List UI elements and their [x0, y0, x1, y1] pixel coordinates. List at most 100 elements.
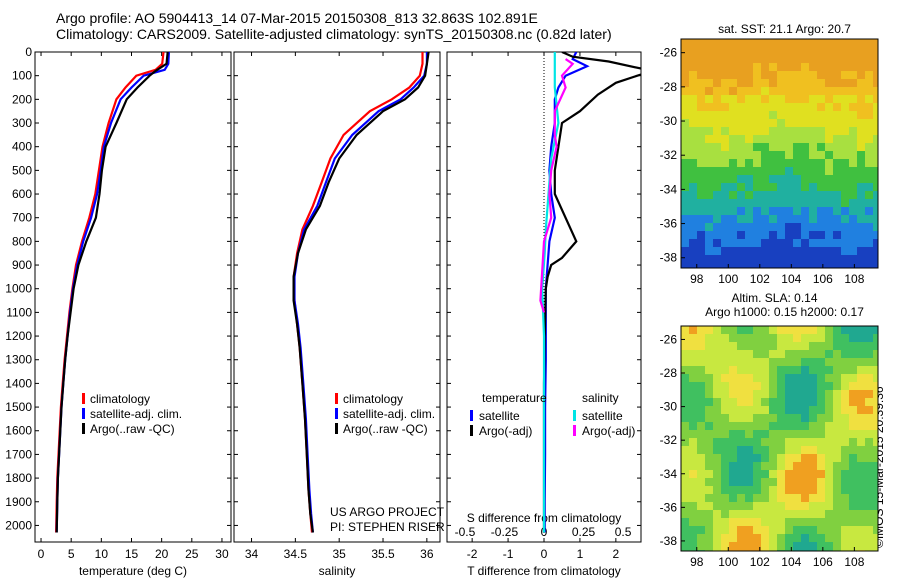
map-cell: [865, 526, 874, 535]
map-cell: [705, 526, 714, 535]
map-cell: [825, 398, 834, 407]
map-cell: [793, 382, 802, 391]
map-cell: [777, 47, 786, 56]
map-cell: [833, 406, 842, 415]
map-cell: [713, 454, 722, 463]
map-cell: [809, 183, 818, 192]
map-cell: [729, 462, 738, 471]
map-cell: [737, 167, 746, 176]
map-cell: [817, 350, 826, 359]
map-cell: [697, 398, 706, 407]
map-cell: [793, 159, 802, 168]
map-cell: [745, 63, 754, 72]
map-cell: [689, 39, 698, 48]
map-cell: [841, 183, 850, 192]
map-cell: [825, 79, 834, 88]
map-cell: [809, 223, 818, 232]
map-cell: [753, 47, 762, 56]
map-cell: [817, 255, 826, 264]
map-cell: [689, 518, 698, 527]
map-cell: [865, 486, 874, 495]
map-cell: [857, 191, 866, 200]
map-cell: [809, 526, 818, 535]
map-cell: [817, 207, 826, 216]
map-cell: [849, 502, 858, 511]
map-cell: [841, 334, 850, 343]
map-cell: [761, 406, 770, 415]
map-cell: [873, 71, 878, 80]
map-cell: [761, 502, 770, 511]
legend-swatch: [573, 425, 576, 436]
map-cell: [705, 454, 714, 463]
map-cell: [689, 47, 698, 56]
map-cell: [841, 486, 850, 495]
map-cell: [841, 71, 850, 80]
map-cell: [873, 430, 878, 439]
map-cell: [865, 510, 874, 519]
map-cell: [865, 207, 874, 216]
map-cell: [801, 263, 810, 268]
map-cell: [777, 342, 786, 351]
map-cell: [761, 342, 770, 351]
map-cell: [745, 167, 754, 176]
x-tick-label: 2: [613, 547, 620, 561]
map-cell: [697, 199, 706, 208]
legend-swatch: [573, 410, 576, 421]
map-cell: [785, 382, 794, 391]
map-cell: [833, 71, 842, 80]
map-cell: [793, 111, 802, 120]
map-cell: [681, 398, 690, 407]
map-cell: [785, 87, 794, 96]
map-cell: [681, 518, 690, 527]
map-cell: [753, 542, 762, 551]
map-cell: [705, 446, 714, 455]
map-cell: [753, 350, 762, 359]
map-cell: [809, 414, 818, 423]
map-cell: [801, 175, 810, 184]
map-cell: [769, 430, 778, 439]
map-cell: [705, 191, 714, 200]
map-cell: [689, 350, 698, 359]
map-cell: [681, 167, 690, 176]
map-cell: [697, 159, 706, 168]
map-cell: [761, 374, 770, 383]
map-cell: [745, 111, 754, 120]
map-cell: [729, 247, 738, 256]
map-y-tick-label: -38: [660, 534, 678, 548]
map-cell: [689, 478, 698, 487]
map-cell: [809, 263, 818, 268]
map-cell: [777, 502, 786, 511]
map-cell: [817, 175, 826, 184]
map-cell: [841, 175, 850, 184]
map-cell: [721, 414, 730, 423]
map-cell: [865, 366, 874, 375]
map-cell: [873, 55, 878, 64]
map-cell: [849, 526, 858, 535]
map-cell: [721, 215, 730, 224]
map-cell: [689, 494, 698, 503]
map-cell: [713, 127, 722, 136]
map-cell: [873, 350, 878, 359]
map-cell: [681, 135, 690, 144]
map-cell: [785, 183, 794, 192]
map-cell: [817, 462, 826, 471]
map-cell: [865, 103, 874, 112]
map-cell: [817, 510, 826, 519]
legend-header-temperature: temperature: [482, 391, 547, 405]
map-cell: [745, 215, 754, 224]
map-cell: [873, 366, 878, 375]
legend-swatch: [335, 393, 338, 404]
map-cell: [873, 127, 878, 136]
map-cell: [793, 486, 802, 495]
map-cell: [729, 510, 738, 519]
map-cell: [753, 366, 762, 375]
map-frame: [680, 38, 879, 269]
map-cell: [753, 71, 762, 80]
map-cell: [705, 518, 714, 527]
map-cell: [857, 207, 866, 216]
map-cell: [729, 223, 738, 232]
map-cell: [753, 263, 762, 268]
map-cell: [729, 71, 738, 80]
map-cell: [777, 494, 786, 503]
map-cell: [697, 382, 706, 391]
